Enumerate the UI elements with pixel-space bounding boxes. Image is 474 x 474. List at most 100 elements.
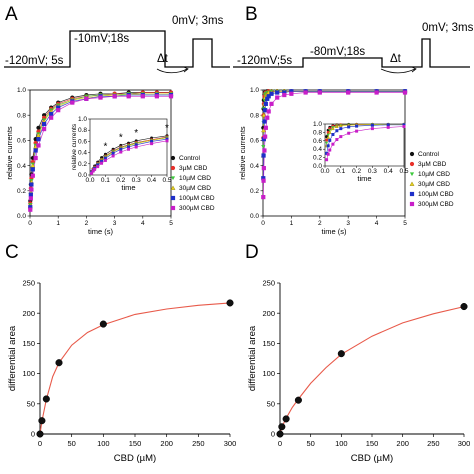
marker-point <box>335 138 339 142</box>
y-tick-label: 0.8 <box>250 112 259 119</box>
x-tick-label: 100 <box>335 439 348 448</box>
inset-y-tick-label: 0.4 <box>313 146 322 153</box>
marker-point <box>374 90 379 95</box>
marker-point <box>29 187 34 192</box>
marker-point <box>261 176 266 181</box>
panel-d-plot: 0 50 100 150 200 250 300 0 50 100 150 200 250 CBD (µM… <box>247 279 470 464</box>
marker-point <box>70 100 75 105</box>
x-tick-label: 200 <box>396 439 409 448</box>
inset-y-tick-label: 0.8 <box>313 129 322 136</box>
data-point <box>55 359 63 367</box>
panel-a-y-axis-label: relative currents <box>5 126 14 180</box>
x-tick-label: 3 <box>346 220 350 227</box>
marker-point <box>261 153 266 158</box>
x-tick-label: 250 <box>427 439 440 448</box>
significance-star: * <box>134 128 138 139</box>
marker-point <box>325 158 329 162</box>
marker-point <box>409 172 415 177</box>
marker-point <box>370 127 374 131</box>
marker-point <box>170 176 176 181</box>
legend-entry: 100µM CBD <box>418 191 454 198</box>
marker-point <box>103 158 107 162</box>
y-tick-label: 0.6 <box>250 138 259 145</box>
inset-y-tick-label: 0.2 <box>313 155 322 162</box>
protocol-a-hold-label: -120mV; 5s <box>5 55 64 67</box>
marker-point <box>91 169 95 173</box>
protocol-a-prepulse-label: -10mV;18s <box>74 33 129 45</box>
marker-point <box>261 112 267 118</box>
data-point <box>278 423 286 431</box>
inset-y-tick-label: 0.6 <box>313 138 322 145</box>
inset-y-axis-label: relative currents <box>71 123 78 170</box>
marker-point <box>93 167 97 171</box>
marker-point <box>282 92 287 98</box>
y-tick-label: 50 <box>27 399 35 408</box>
x-tick-label: 0 <box>261 220 265 227</box>
data-point <box>42 395 50 403</box>
marker-point <box>402 123 406 127</box>
protocol-b-interval-label: Δt <box>390 53 402 65</box>
marker-point <box>289 89 294 94</box>
marker-point <box>262 148 267 153</box>
marker-point <box>328 148 332 152</box>
marker-point <box>328 129 332 132</box>
panel-a-legend: Control 3µM CBD 10µM CBD 30µM CBD 100µM CBD 3… <box>170 155 215 212</box>
marker-point <box>269 91 274 96</box>
marker-point <box>261 166 266 171</box>
y-tick-label: 0.2 <box>17 188 26 195</box>
x-tick-label: 200 <box>160 439 173 448</box>
marker-point <box>263 101 268 106</box>
inset-x-axis-label: time <box>357 174 371 183</box>
x-tick-label: 2 <box>318 220 322 227</box>
data-point <box>294 396 302 404</box>
marker-point <box>140 94 145 99</box>
marker-point <box>150 142 154 146</box>
x-tick-label: 5 <box>169 220 173 227</box>
marker-point <box>98 95 103 100</box>
marker-point <box>96 163 100 167</box>
marker-point <box>84 96 89 101</box>
inset-x-tick-label: 0.2 <box>352 168 361 175</box>
inset-x-tick-label: 0.0 <box>320 168 329 175</box>
marker-point <box>263 125 268 130</box>
x-tick-label: 0 <box>28 220 32 227</box>
marker-point <box>355 129 359 133</box>
protocol-b-trace <box>233 38 470 68</box>
y-tick-label: 100 <box>22 369 35 378</box>
x-tick-label: 5 <box>403 220 407 227</box>
protocol-a-interval-arrow <box>156 68 188 74</box>
y-tick-label: 1.0 <box>17 87 26 94</box>
marker-point <box>402 90 408 95</box>
inset-x-tick-label: 0.3 <box>368 168 377 175</box>
y-tick-label: 0.2 <box>250 188 259 195</box>
marker-point <box>261 127 267 133</box>
protocol-b-arrowhead <box>411 66 417 73</box>
marker-point <box>261 145 266 149</box>
marker-point <box>263 134 268 139</box>
x-tick-label: 0 <box>38 439 42 448</box>
inset-x-tick-label: 0.2 <box>116 177 125 184</box>
legend-entry: 100µM CBD <box>179 195 215 202</box>
inset-y-tick-label: 0.6 <box>78 138 87 145</box>
protocol-b-test-label: 0mV; 3ms <box>422 22 474 34</box>
marker-point <box>111 151 115 155</box>
marker-point <box>275 95 280 100</box>
marker-point <box>263 108 268 113</box>
y-tick-label: 0.8 <box>17 112 26 119</box>
marker-point <box>56 105 61 110</box>
marker-point <box>112 94 117 99</box>
inset-x-tick-label: 0.4 <box>147 177 156 184</box>
x-tick-label: 0 <box>278 439 282 448</box>
marker-point <box>266 94 271 99</box>
panel-b-legend: Control 3µM CBD 10µM CBD 30µM CBD 100µM CBD 3… <box>409 151 454 208</box>
legend-entry: 30µM CBD <box>418 181 450 188</box>
panel-b-x-axis-label: time (s) <box>322 227 348 236</box>
marker-point <box>28 205 33 210</box>
x-tick-label: 300 <box>458 439 471 448</box>
marker-point <box>331 126 335 131</box>
marker-point <box>28 196 33 201</box>
inset-y-tick-label: 0.8 <box>78 127 87 134</box>
marker-point <box>269 101 274 106</box>
data-point <box>460 303 468 311</box>
y-tick-label: 0.0 <box>17 213 26 220</box>
